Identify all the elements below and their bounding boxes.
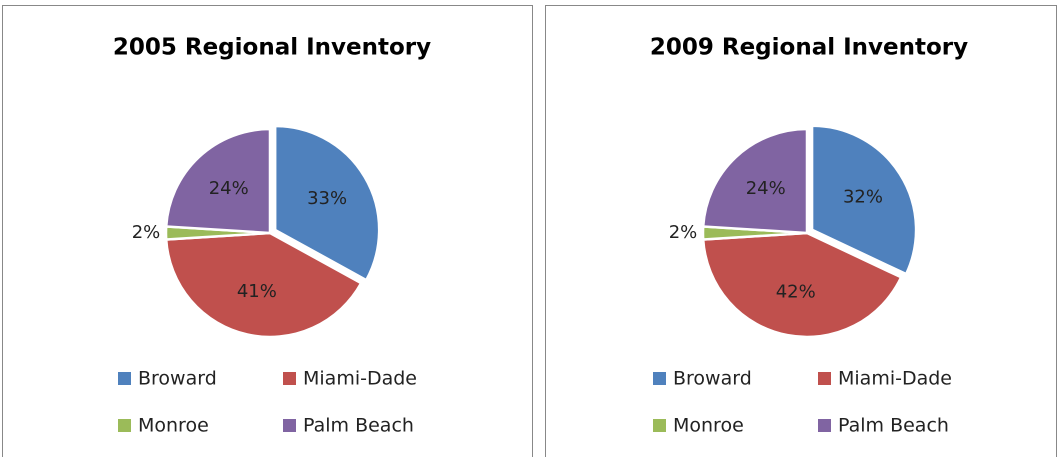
legend-label: Broward: [673, 368, 752, 390]
data-label: 33%: [307, 188, 347, 209]
legend-swatch: [283, 419, 296, 432]
data-label: 2%: [132, 222, 161, 243]
pie-slice: [701, 231, 903, 339]
chart-panel: 2009 Regional Inventory 32% 42% 2% 24% Browar…: [545, 5, 1057, 457]
pie-slice: [273, 124, 381, 282]
data-label: 41%: [237, 281, 277, 302]
legend-label: Monroe: [673, 415, 744, 437]
pie-slice: [164, 127, 272, 235]
legend-swatch: [818, 419, 831, 432]
panel-border: [2, 5, 533, 457]
legend-label: Palm Beach: [838, 415, 949, 437]
legend-label: Broward: [138, 368, 217, 390]
legend-swatch: [118, 419, 131, 432]
legend-swatch: [283, 372, 296, 385]
chart-title: 2009 Regional Inventory: [650, 35, 968, 61]
data-label: 42%: [776, 281, 816, 302]
legend-label: Palm Beach: [303, 415, 414, 437]
data-label: 32%: [843, 186, 883, 207]
legend-swatch: [118, 372, 131, 385]
pie-slice: [164, 231, 363, 339]
chart-panel: 2005 Regional Inventory 33% 41% 2% 24% Browar…: [2, 5, 533, 457]
legend-label: Miami-Dade: [838, 368, 952, 390]
chart-title: 2005 Regional Inventory: [113, 35, 431, 61]
legend-swatch: [653, 419, 666, 432]
pie-slice: [810, 124, 918, 276]
legend-label: Miami-Dade: [303, 368, 417, 390]
data-label: 2%: [669, 222, 698, 243]
data-label: 24%: [209, 178, 249, 199]
legend-label: Monroe: [138, 415, 209, 437]
pie-slice: [701, 127, 809, 235]
legend-swatch: [653, 372, 666, 385]
data-label: 24%: [746, 178, 786, 199]
legend-swatch: [818, 372, 831, 385]
